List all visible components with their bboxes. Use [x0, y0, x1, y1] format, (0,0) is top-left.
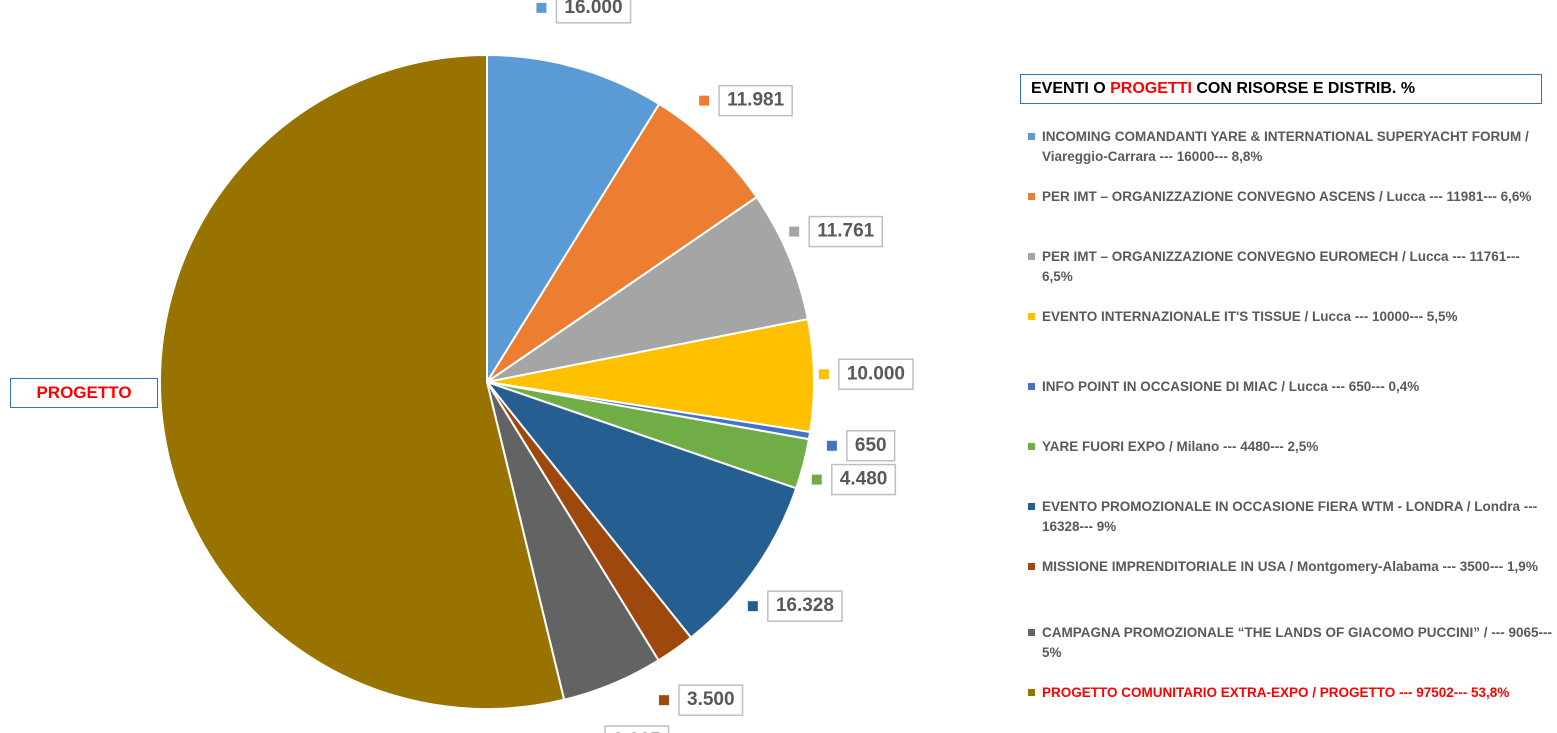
data-label: 10.000: [847, 363, 905, 384]
data-label-marker: [536, 2, 547, 13]
legend-swatch: [1028, 193, 1035, 200]
legend-item: MISSIONE IMPRENDITORIALE IN USA / Montgo…: [1028, 557, 1553, 577]
legend-title-part: CON RISORSE E DISTRIB. %: [1191, 80, 1416, 97]
legend-item: PER IMT – ORGANIZZAZIONE CONVEGNO ASCENS…: [1028, 187, 1553, 207]
chart: 16.000 11.981 11.761 10.000 650 4.480 16.328 3.…: [159, 0, 914, 733]
pie-slice: [486, 102, 759, 383]
data-label-marker: [826, 440, 837, 451]
data-label-box: [678, 684, 744, 716]
legend-title: EVENTI O PROGETTI CON RISORSE E DISTRIB.…: [1020, 74, 1542, 104]
legend-item: EVENTO INTERNAZIONALE IT'S TISSUE / Lucc…: [1028, 307, 1553, 327]
legend-item: CAMPAGNA PROMOZIONALE “THE LANDS OF GIAC…: [1028, 623, 1553, 663]
pie-slice: [484, 379, 798, 639]
legend-title-part: EVENTI O: [1031, 80, 1111, 97]
data-label: 11.981: [727, 90, 784, 111]
legend-swatch: [1028, 689, 1035, 696]
data-label-box: [808, 215, 884, 248]
legend-swatch: [1028, 563, 1035, 570]
data-label: 16.328: [776, 595, 834, 616]
legend-swatch: [1028, 383, 1035, 390]
data-label-box: [555, 0, 632, 24]
data-label-marker: [659, 695, 670, 706]
data-label: 16.000: [564, 0, 622, 18]
data-label-marker: [747, 601, 758, 612]
legend-item: PROGETTO COMUNITARIO EXTRA-EXPO / PROGET…: [1028, 683, 1553, 703]
data-label-marker: [818, 369, 829, 380]
legend-title-part: PROGETTI: [1110, 80, 1192, 97]
legend-swatch: [1028, 133, 1035, 140]
data-label-box: [838, 358, 914, 391]
pie-slice: [486, 195, 810, 383]
legend-swatch: [1028, 503, 1035, 510]
data-label-box: [831, 463, 897, 496]
legend-swatch: [1028, 629, 1035, 636]
data-label: 9.065: [613, 730, 661, 733]
pie-slice: [159, 53, 566, 710]
legend-item: YARE FUORI EXPO / Milano --- 4480--- 2,5…: [1028, 437, 1553, 457]
data-label-box: [718, 84, 793, 117]
data-label-box: [767, 590, 843, 622]
pie-slice: [486, 53, 661, 386]
data-label-marker: [811, 474, 822, 485]
data-label: 650: [855, 435, 887, 456]
data-label-marker: [699, 95, 710, 106]
data-label-marker: [789, 226, 800, 237]
legend-item: PER IMT – ORGANIZZAZIONE CONVEGNO EUROME…: [1028, 247, 1553, 287]
legend-item: INCOMING COMANDANTI YARE & INTERNATIONAL…: [1028, 127, 1553, 167]
legend-swatch: [1028, 313, 1035, 320]
data-label: 11.761: [817, 221, 874, 242]
data-label-box: [604, 725, 670, 733]
legend-item: EVENTO PROMOZIONALE IN OCCASIONE FIERA W…: [1028, 497, 1553, 537]
annotation: PROGETTO: [10, 378, 158, 408]
legend-swatch: [1028, 253, 1035, 260]
legend-item: INFO POINT IN OCCASIONE DI MIAC / Lucca …: [1028, 377, 1553, 397]
data-label: 4.480: [840, 469, 888, 490]
data-label: 3.500: [687, 689, 735, 710]
legend-swatch: [1028, 443, 1035, 450]
data-label-box: [846, 430, 896, 462]
